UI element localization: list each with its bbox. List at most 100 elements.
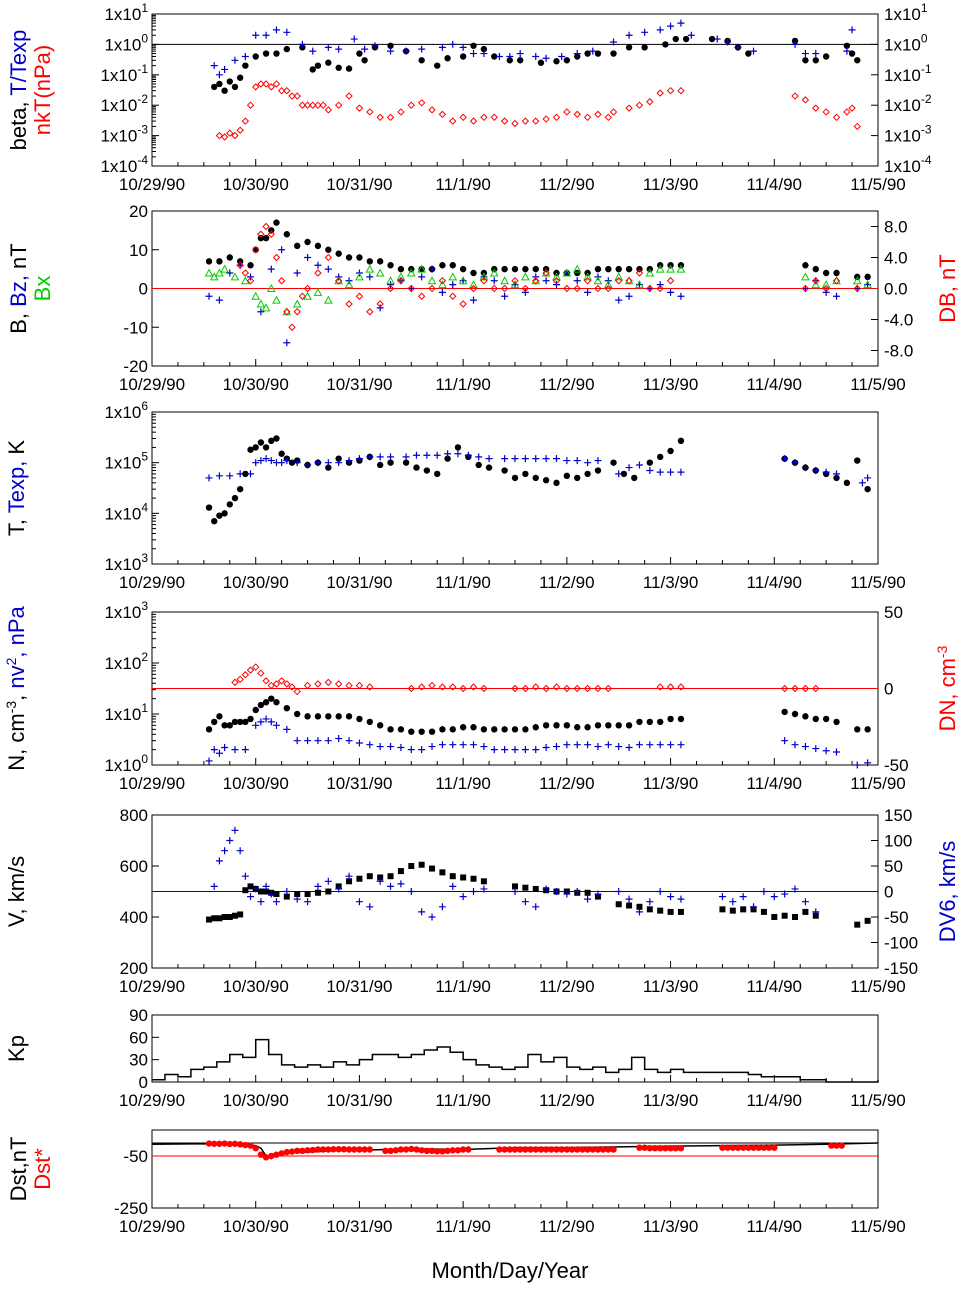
data-point (469, 284, 478, 293)
series-red (231, 663, 820, 696)
x-tick-label: 11/5/90 (850, 573, 905, 592)
x-tick-label: 11/3/90 (643, 977, 698, 996)
data-point (822, 269, 830, 277)
data-point (205, 726, 213, 733)
data-point (563, 57, 571, 64)
data-point (739, 893, 747, 901)
data-point (470, 741, 478, 749)
data-point (246, 101, 255, 109)
x-tick-label: 10/31/90 (326, 977, 392, 996)
data-point (465, 1146, 472, 1153)
data-point (848, 104, 856, 112)
data-point (361, 1146, 368, 1153)
data-point (610, 38, 618, 46)
data-point (423, 467, 431, 474)
data-point (429, 865, 436, 872)
data-point (677, 437, 685, 445)
data-point (667, 1145, 674, 1152)
data-point (532, 265, 539, 273)
data-point (418, 273, 426, 281)
data-point (480, 277, 488, 285)
data-point (667, 908, 674, 915)
data-point (812, 50, 820, 58)
data-point (221, 914, 228, 920)
data-point (366, 308, 374, 316)
data-point (449, 292, 457, 300)
data-point (490, 746, 498, 754)
data-point (553, 479, 560, 487)
data-point (718, 893, 726, 901)
data-point (277, 277, 286, 285)
data-point (303, 101, 312, 109)
data-point (417, 264, 426, 273)
x-tick-label: 11/5/90 (850, 977, 905, 996)
y-right-tick-label: 1x10-3 (884, 123, 932, 146)
data-point (293, 895, 301, 903)
data-point (418, 908, 426, 916)
x-tick-label: 11/3/90 (643, 774, 698, 793)
data-point (288, 323, 296, 331)
data-point (750, 903, 758, 911)
data-point (542, 744, 550, 752)
data-point (294, 242, 301, 250)
y-tick-label: 1x102 (104, 650, 148, 673)
data-point (729, 1144, 736, 1151)
data-point (277, 86, 286, 95)
data-point (344, 280, 354, 289)
data-point (252, 83, 260, 91)
data-point (656, 26, 664, 34)
data-point (334, 101, 343, 109)
data-point (573, 684, 581, 693)
data-point (205, 258, 213, 265)
data-point (791, 684, 799, 693)
data-point (646, 467, 654, 475)
data-point (204, 268, 214, 277)
data-point (470, 875, 477, 882)
data-point (522, 884, 529, 891)
data-point (366, 718, 373, 726)
data-point (345, 1146, 353, 1153)
data-point (241, 52, 249, 60)
data-point (521, 684, 530, 693)
data-point (268, 1152, 275, 1160)
data-point (324, 678, 333, 687)
data-point (304, 1147, 311, 1154)
data-point (355, 272, 364, 281)
data-point (501, 455, 509, 463)
data-point (594, 722, 602, 729)
data-point (583, 684, 592, 693)
data-point (277, 677, 286, 685)
data-point (745, 50, 752, 57)
data-point (635, 461, 643, 469)
data-point (355, 455, 363, 463)
data-point (294, 1147, 301, 1155)
data-point (324, 737, 332, 745)
data-point (615, 265, 622, 273)
data-point (781, 737, 789, 745)
data-point (802, 908, 809, 915)
data-point (345, 681, 353, 690)
data-point (387, 873, 394, 880)
data-point (677, 895, 685, 903)
data-point (666, 86, 675, 95)
data-point (522, 726, 529, 733)
data-point (335, 713, 342, 720)
data-point (542, 722, 550, 729)
data-point (251, 291, 261, 300)
data-point (252, 246, 260, 254)
y-right-tick-label: 50 (884, 857, 903, 876)
data-point (864, 485, 871, 493)
data-point (553, 1146, 560, 1153)
data-point (247, 470, 255, 478)
data-point (740, 906, 747, 913)
data-point (294, 710, 301, 718)
data-point (262, 444, 270, 451)
data-point (563, 1146, 571, 1153)
data-point (521, 284, 530, 293)
data-point (268, 695, 275, 702)
data-point (724, 1144, 731, 1151)
data-point (584, 1146, 591, 1153)
data-point (677, 741, 685, 749)
data-point (657, 453, 664, 461)
data-point (470, 269, 477, 277)
